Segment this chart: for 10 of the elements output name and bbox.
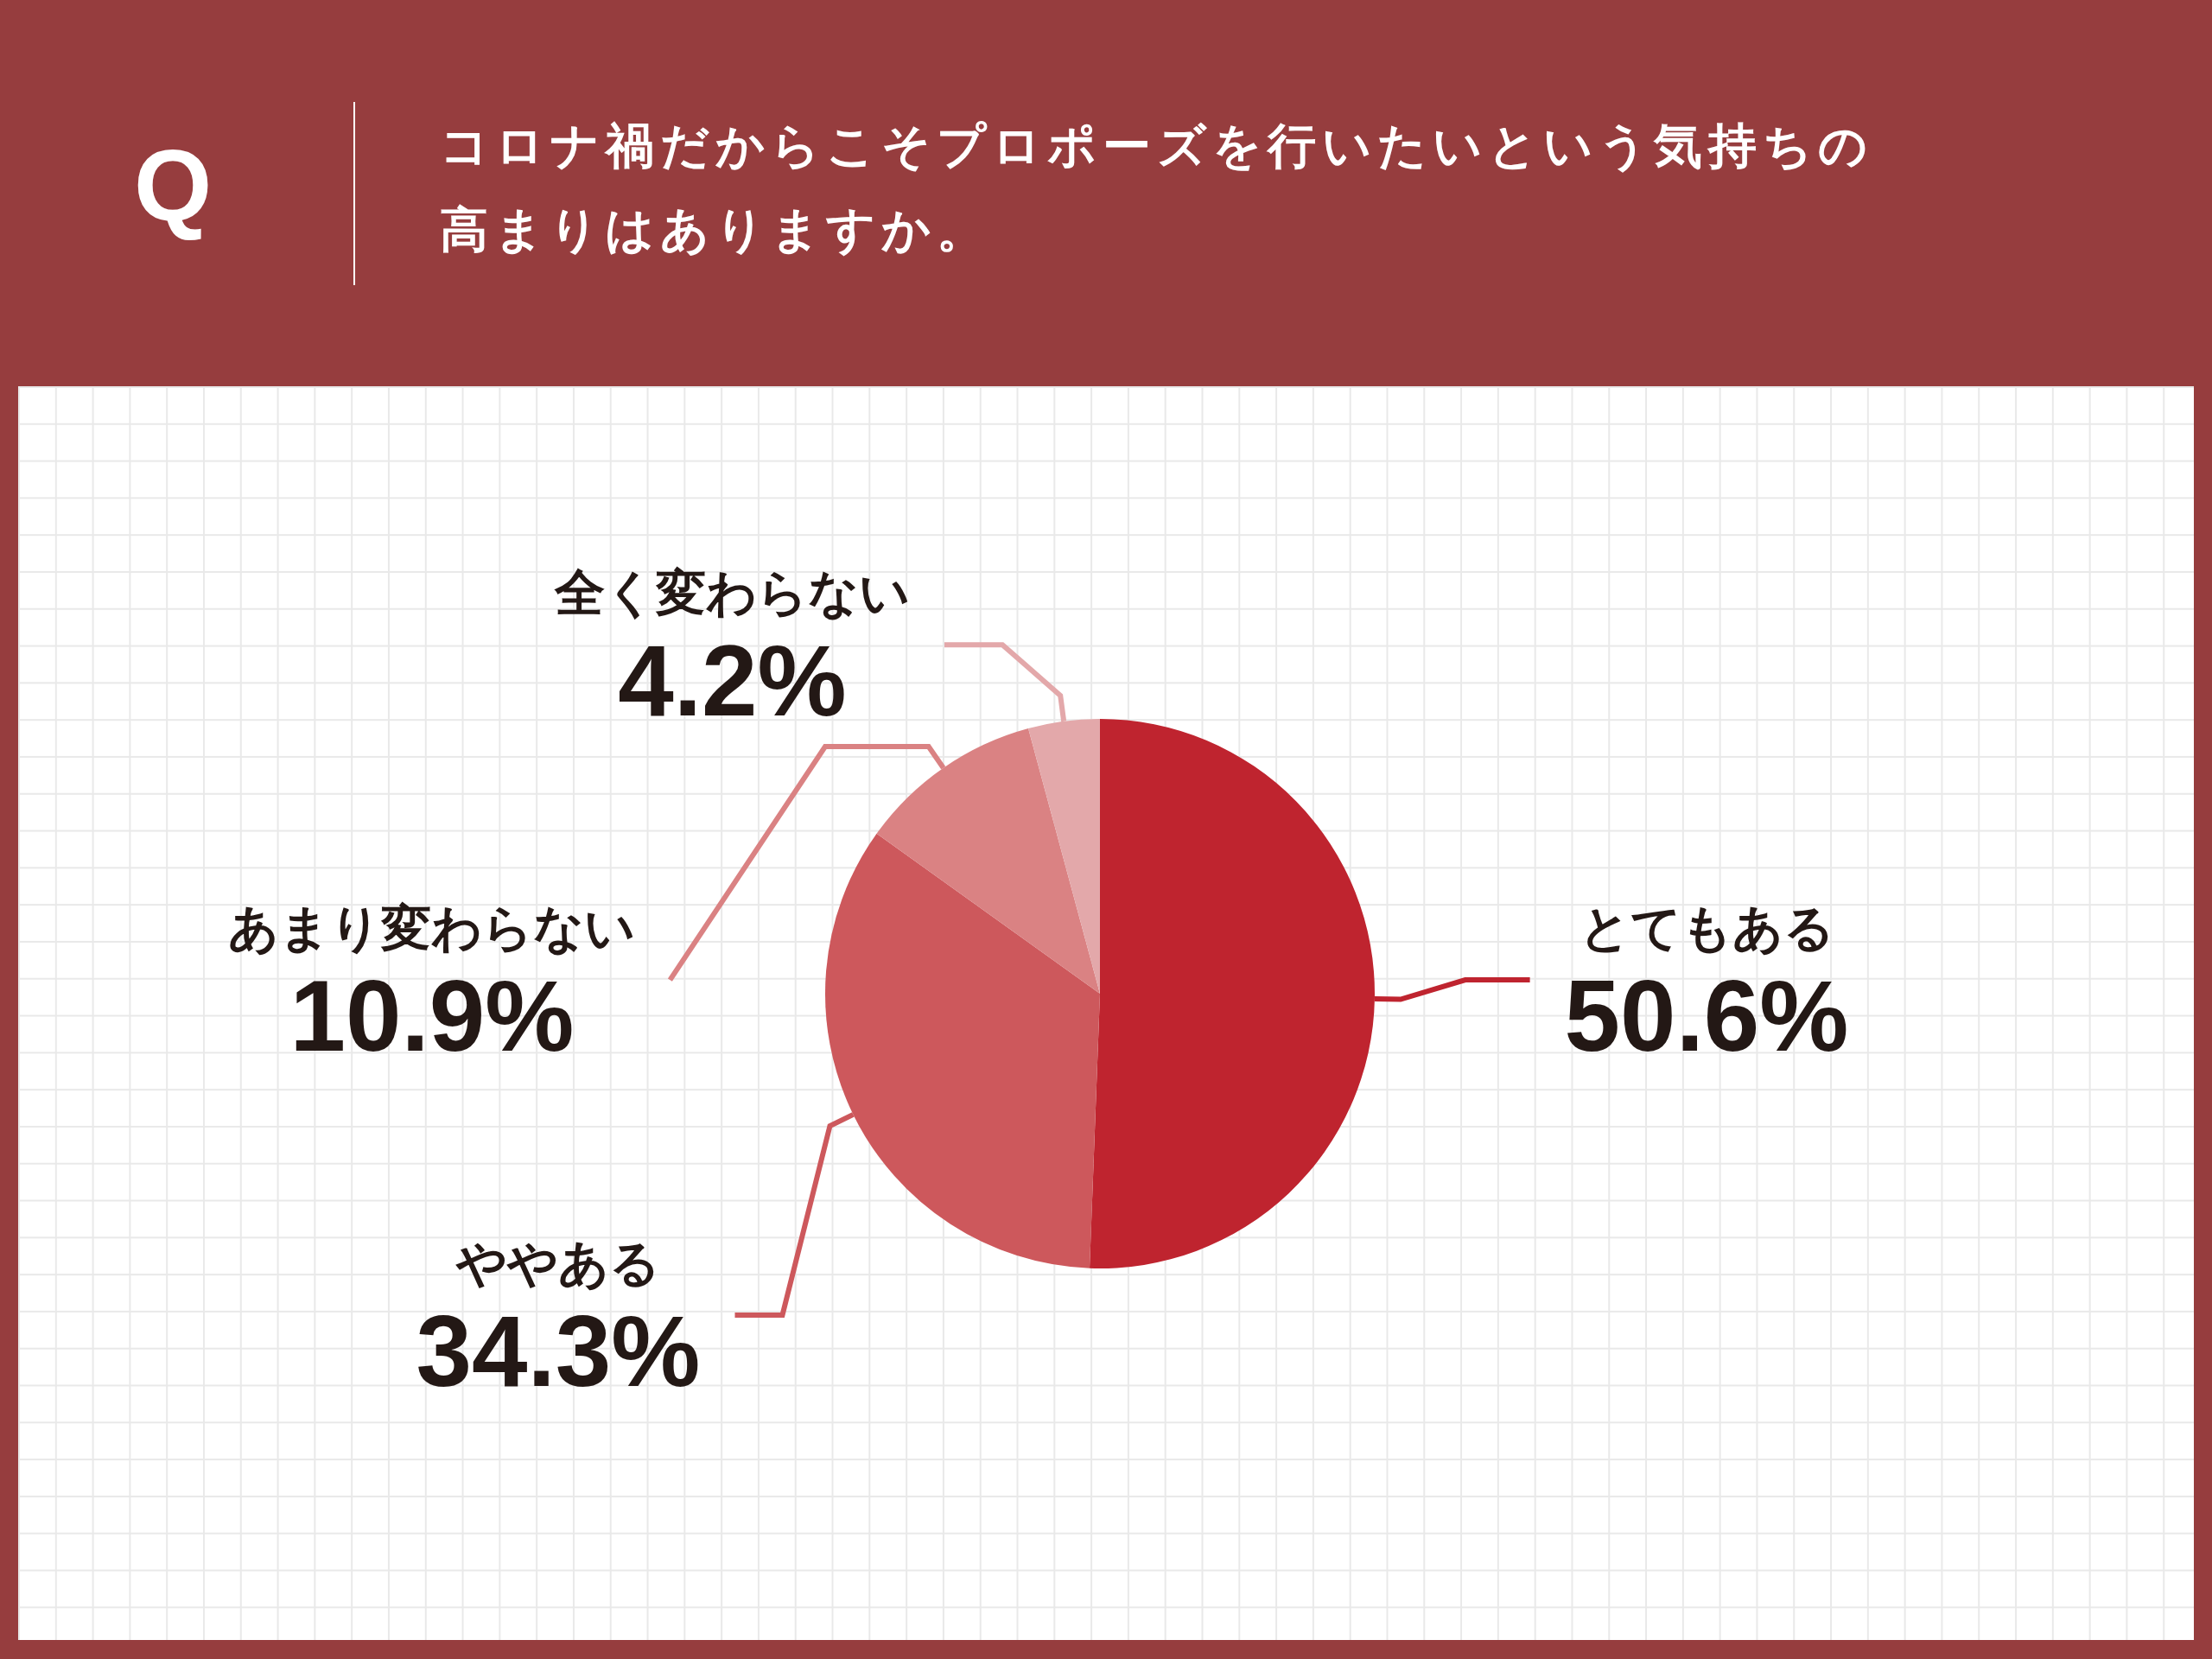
- data-label: 10.9%: [289, 960, 575, 1073]
- data-label: 50.6%: [1564, 960, 1849, 1073]
- chart-title: コロナ禍だからこそプロポーズを行いたいという気持ちの高まりはありますか。: [440, 117, 1874, 259]
- slice-label: 全く変わらない: [554, 563, 910, 623]
- slice-label: とてもある: [1579, 899, 1834, 958]
- data-label: 4.2%: [618, 625, 847, 738]
- text: Q: [132, 130, 213, 242]
- data-label: 34.3%: [416, 1295, 701, 1408]
- slice-label: あまり変わらない: [228, 899, 636, 958]
- slice-label: ややある: [455, 1234, 661, 1294]
